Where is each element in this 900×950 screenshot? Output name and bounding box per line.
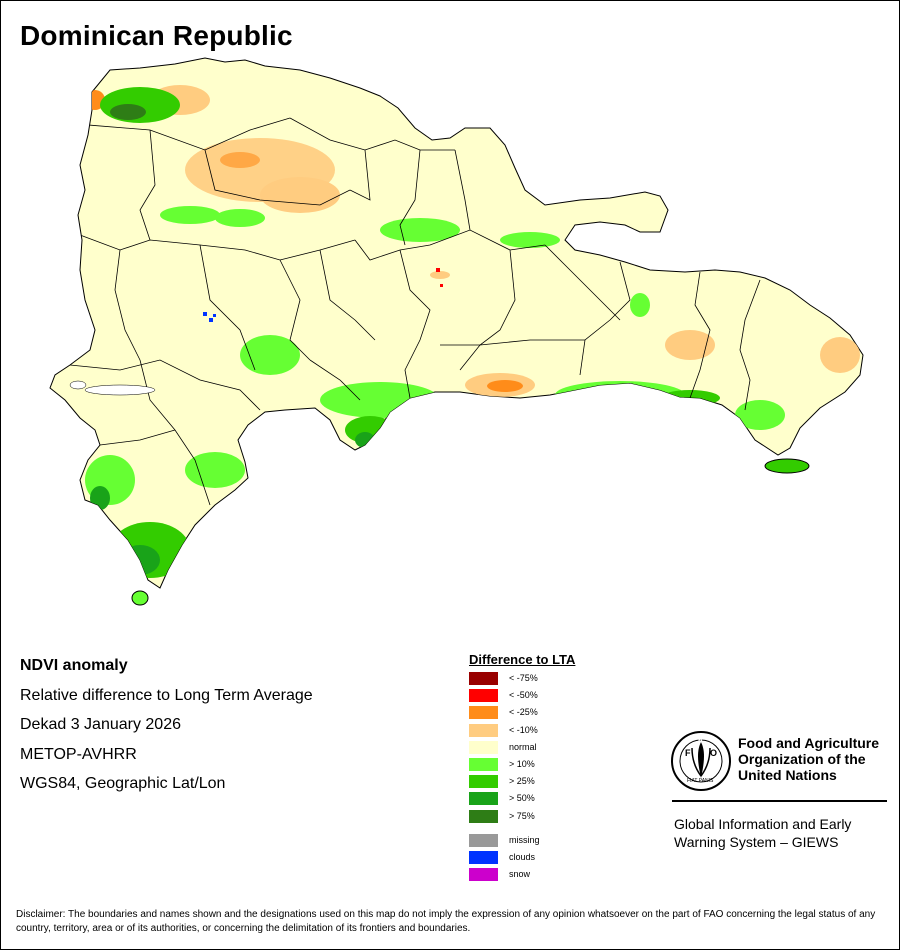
legend-label: missing: [509, 835, 540, 845]
fao-logo-block: F A O FIAT PANIS Food and Agriculture Or…: [670, 730, 887, 850]
map-title: Dominican Republic: [20, 20, 293, 51]
fao-divider: [672, 800, 887, 802]
legend-swatch: [469, 851, 498, 865]
fao-emblem-icon: F A O FIAT PANIS: [671, 731, 731, 791]
lake-azuei: [69, 380, 87, 390]
legend-label: > 75%: [509, 810, 535, 821]
legend-swatch: [469, 809, 498, 823]
anomaly-patches: [85, 85, 860, 578]
svg-text:FIAT PANIS: FIAT PANIS: [687, 778, 714, 784]
lake-enriquillo: [84, 384, 156, 396]
fao-name: Food and Agriculture Organization of the…: [738, 735, 880, 783]
legend-swatch: [469, 834, 498, 847]
legend-label: > 10%: [509, 759, 535, 769]
svg-text:A: A: [697, 736, 704, 746]
product-description: Relative difference to Long Term Average: [20, 686, 313, 704]
legend-label: < -25%: [509, 707, 538, 718]
legend-label: < -75%: [509, 673, 538, 683]
legend-label: < -10%: [509, 724, 538, 735]
land-mass: [49, 57, 864, 589]
legend-swatch: [469, 689, 498, 703]
legend-swatch: [469, 758, 498, 771]
svg-text:F: F: [685, 748, 691, 758]
legend-label: normal: [509, 741, 537, 752]
legend-label: snow: [509, 869, 531, 880]
date-label: Dekad 3 January 2026: [20, 716, 181, 733]
legend-swatch: [469, 706, 498, 720]
province-boundaries: [69, 117, 761, 506]
product-name: NDVI anomaly: [20, 657, 128, 674]
sensor-label: METOP-AVHRR: [20, 745, 137, 763]
giews-label: Global Information and Early Warning Sys…: [674, 816, 852, 850]
disclaimer: Disclaimer: The boundaries and names sho…: [16, 909, 876, 934]
legend-label: < -50%: [509, 690, 538, 701]
beata-island: [131, 590, 149, 606]
projection-label: WGS84, Geographic Lat/Lon: [20, 775, 226, 792]
saona-island: [764, 458, 810, 474]
map-info: NDVI anomaly Relative difference to Long…: [20, 656, 313, 804]
svg-text:O: O: [710, 748, 717, 758]
legend-label: > 50%: [509, 793, 535, 804]
legend-swatch: [469, 672, 498, 685]
ndvi-anomaly-map: [49, 57, 864, 606]
legend-swatch: [469, 740, 498, 754]
legend: Difference to LTA < -75% < -50% < -25% < -1…: [469, 652, 609, 902]
legend-label: > 25%: [509, 776, 535, 787]
legend-swatch: [469, 868, 498, 882]
legend-swatch: [469, 792, 498, 806]
legend-label: clouds: [509, 852, 536, 863]
legend-swatch: [469, 723, 498, 737]
legend-swatch: [469, 775, 498, 789]
legend-title: Difference to LTA: [469, 652, 576, 667]
